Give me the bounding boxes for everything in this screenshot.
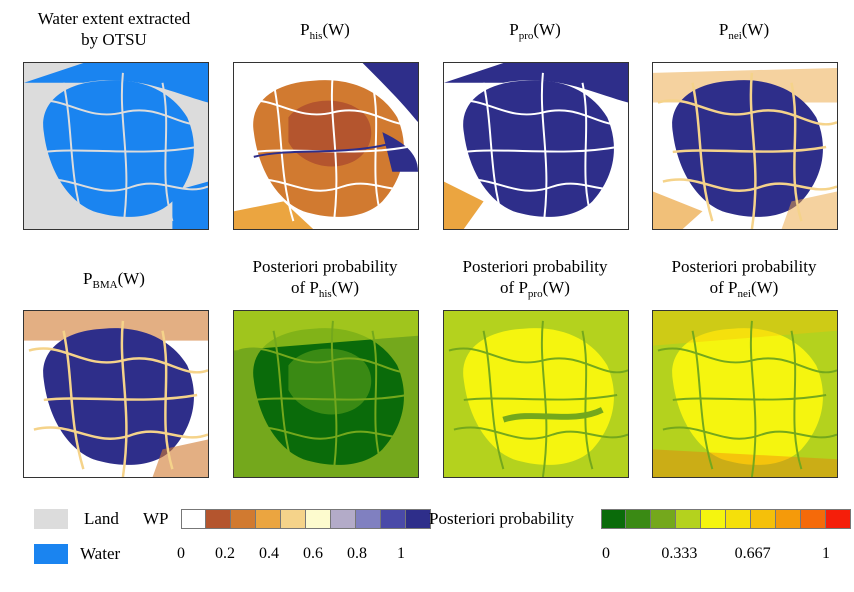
panel-p-nei — [652, 62, 838, 230]
pp-colorbar-cell-0 — [601, 509, 626, 529]
land-swatch — [34, 509, 68, 529]
wp-colorbar-cell-5 — [306, 509, 331, 529]
wp-colorbar-cell-9 — [406, 509, 431, 529]
wp-colorbar-cell-7 — [356, 509, 381, 529]
pp-tick-2: 0.667 — [734, 545, 771, 562]
wp-tick-1: 0.2 — [215, 545, 235, 562]
wp-colorbar-cell-2 — [231, 509, 256, 529]
wp-tick-3: 0.6 — [303, 545, 323, 562]
wp-colorbar-cell-8 — [381, 509, 406, 529]
wp-label: WP — [143, 509, 169, 528]
title-post-his: Posteriori probability of Phis(W) — [252, 257, 398, 300]
pp-colorbar — [601, 509, 851, 529]
title-post-nei: Posteriori probability of Pnei(W) — [671, 257, 817, 300]
panel-posterior-his — [233, 310, 419, 478]
title-p-nei: Pnei(W) — [718, 20, 770, 42]
wp-colorbar-cell-1 — [206, 509, 231, 529]
pp-colorbar-cell-9 — [826, 509, 851, 529]
pp-tick-1: 0.333 — [661, 545, 698, 562]
panel-posterior-pro — [443, 310, 629, 478]
title-post-pro: Posteriori probability of Ppro(W) — [462, 257, 608, 300]
wp-tick-5: 1 — [397, 545, 405, 562]
panel-p-pro — [443, 62, 629, 230]
water-swatch — [34, 544, 68, 564]
title-p-pro: Ppro(W) — [509, 20, 561, 42]
panel-p-bma — [23, 310, 209, 478]
pp-colorbar-cell-3 — [676, 509, 701, 529]
pp-colorbar-cell-1 — [626, 509, 651, 529]
wp-colorbar — [181, 509, 431, 529]
wp-tick-2: 0.4 — [259, 545, 279, 562]
water-label: Water — [80, 544, 121, 563]
title-p-his: Phis(W) — [300, 20, 350, 42]
pp-colorbar-cell-7 — [776, 509, 801, 529]
title-p-bma: PBMA(W) — [83, 269, 145, 291]
pp-label: Posteriori probability — [429, 509, 574, 528]
pp-colorbar-cell-2 — [651, 509, 676, 529]
panel-p-his — [233, 62, 419, 230]
wp-colorbar-cell-0 — [181, 509, 206, 529]
panel-posterior-nei — [652, 310, 838, 478]
pp-colorbar-cell-6 — [751, 509, 776, 529]
land-label: Land — [84, 509, 119, 528]
pp-colorbar-cell-8 — [801, 509, 826, 529]
title-otsu: Water extent extracted by OTSU — [37, 9, 191, 49]
pp-colorbar-cell-4 — [701, 509, 726, 529]
panel-otsu-water-extent — [23, 62, 209, 230]
wp-colorbar-cell-6 — [331, 509, 356, 529]
wp-tick-0: 0 — [177, 545, 185, 562]
pp-tick-3: 1 — [822, 545, 830, 562]
wp-tick-4: 0.8 — [347, 545, 367, 562]
wp-colorbar-cell-3 — [256, 509, 281, 529]
pp-tick-0: 0 — [602, 545, 610, 562]
pp-colorbar-cell-5 — [726, 509, 751, 529]
wp-colorbar-cell-4 — [281, 509, 306, 529]
